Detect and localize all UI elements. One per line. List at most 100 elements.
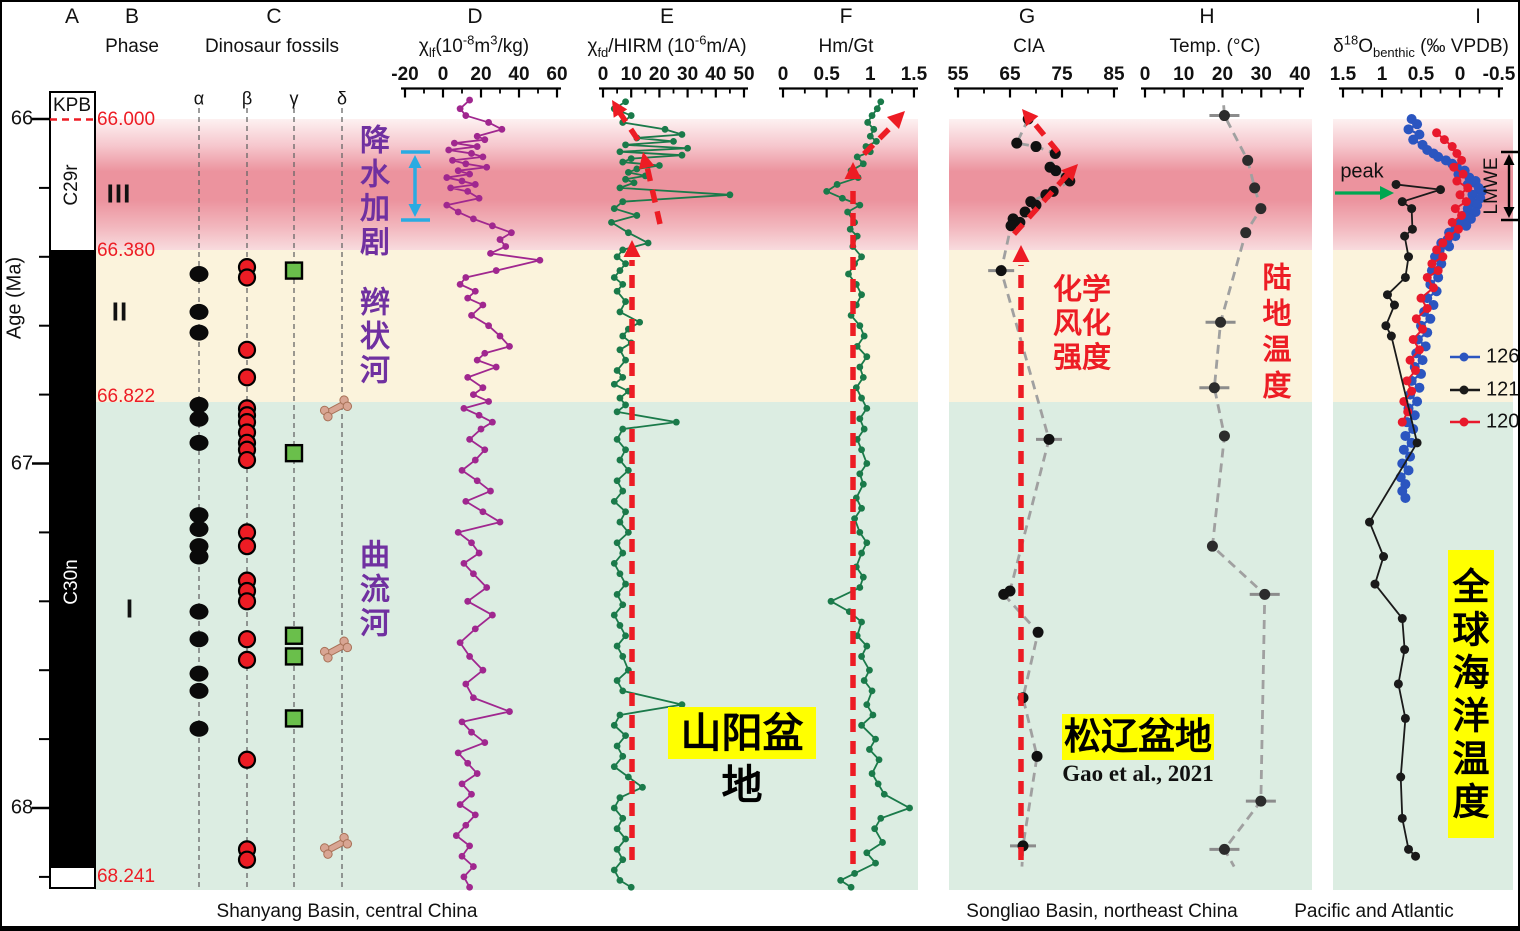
legend-label-1262: 1262 — [1486, 345, 1520, 368]
curve-chi-lf-point — [485, 322, 492, 330]
curve-chi-lf-point — [473, 477, 481, 485]
braided-river-label: 辫状河 — [355, 286, 388, 388]
curve-chifd-hirm-point — [613, 539, 621, 547]
curve-chifd-hirm-point — [610, 205, 618, 212]
d18o-1262-point — [1408, 134, 1419, 145]
c29r-label: C29r — [61, 164, 83, 206]
cia-dot — [998, 588, 1010, 600]
phase-header: Phase — [105, 36, 159, 58]
curve-hm-gt-point — [853, 153, 861, 161]
fossil-gamma-icon — [284, 443, 304, 463]
d18o-1209-point — [1408, 334, 1418, 344]
curve-chifd-hirm-point — [624, 229, 632, 237]
curve-hm-gt-point — [863, 404, 871, 412]
temp-dot — [1208, 382, 1220, 394]
curve-chifd-hirm-point — [610, 274, 618, 281]
precipitation-label: 降水加剧 — [355, 124, 388, 260]
curve-chifd-hirm-point — [633, 212, 641, 219]
d18o-1209-point — [1450, 204, 1460, 214]
curve-chifd-hirm-point — [616, 622, 624, 629]
panel-f-title: Hm/Gt — [818, 36, 874, 58]
d18o-1262-point — [1417, 355, 1428, 366]
age-axis-label: Age (Ma) — [3, 256, 26, 340]
curve-chi-lf-point — [483, 163, 491, 171]
curve-hm-gt-point — [856, 201, 864, 209]
caption-songliao: Songliao Basin, northeast China — [966, 901, 1238, 923]
curve-chifd-hirm-point — [624, 466, 632, 474]
curve-chi-lf-point — [466, 170, 473, 178]
axis-F-ticklabel: 0 — [778, 64, 789, 85]
d18o-1262-point — [1433, 272, 1444, 283]
curve-chi-lf-point — [536, 256, 544, 264]
age-tick-67: 67 — [10, 452, 34, 475]
d18o-1262-point — [1425, 313, 1436, 324]
red-age-68241: 68.241 — [96, 866, 156, 888]
d18o-1210b-point — [1389, 300, 1399, 310]
axis-H-ticklabel: 10 — [1173, 64, 1194, 85]
curve-chifd-hirm-point — [608, 218, 615, 226]
curve-hm-gt-point — [833, 181, 841, 188]
curve-chifd-hirm-point — [619, 752, 627, 760]
temp-dot — [1215, 316, 1227, 328]
fossil-gamma-icon — [284, 647, 304, 666]
band-phase2-songliao — [949, 250, 1312, 402]
panel-letter-e: E — [659, 4, 675, 28]
fossil-alpha-icon — [189, 434, 209, 451]
curve-chi-lf-point — [456, 280, 464, 288]
curve-chifd-hirm-point — [616, 148, 624, 156]
curve-chifd-hirm-point — [622, 632, 629, 640]
fossil-beta-icon — [237, 368, 257, 387]
fossil-bone-icon — [319, 395, 353, 422]
curve-hm-gt-point — [872, 735, 879, 743]
band-phase1-shanyang — [95, 402, 918, 890]
curve-hm-gt-point — [856, 363, 864, 371]
curve-chifd-hirm-point — [619, 601, 627, 609]
curve-chi-lf-point — [473, 770, 481, 777]
curve-chifd-hirm-point — [624, 773, 632, 781]
panel-letter-d: D — [467, 4, 483, 28]
d18o-1210b-point — [1404, 252, 1414, 262]
curve-chi-lf-point — [464, 759, 472, 767]
axis-D-ticklabel: 60 — [546, 64, 567, 85]
d18o-1210b-point — [1404, 844, 1414, 854]
curve-chifd-hirm-point — [678, 701, 686, 709]
curve-chi-lf-point — [462, 160, 470, 168]
curve-chifd-hirm-point — [619, 332, 627, 340]
d18o-1209-point — [1453, 224, 1463, 234]
curve-chi-lf-point — [454, 749, 462, 757]
d18o-1262-point — [1412, 119, 1423, 130]
fossil-beta-icon — [237, 630, 257, 649]
axis-I-ticklabel: 0 — [1455, 64, 1466, 85]
d18o-1209-point — [1432, 128, 1442, 138]
d18o-1209-point — [1455, 190, 1465, 200]
curve-hm-gt-point — [851, 870, 858, 877]
d18o-1209-point — [1444, 231, 1454, 241]
axis-H-ticklabel: 0 — [1140, 64, 1151, 85]
panel-e-title: χfd/HIRM (10-6m/A) — [587, 32, 747, 60]
d18o-1209-point — [1457, 155, 1467, 165]
d18o-1210b-point — [1397, 813, 1407, 823]
panel-letter-c: C — [266, 4, 282, 28]
curve-chi-lf-point — [489, 222, 496, 230]
curve-hm-gt-point — [856, 415, 864, 423]
curve-chi-lf-point — [487, 487, 494, 495]
d18o-1210b-point — [1391, 179, 1401, 189]
d18o-1210b-point — [1397, 197, 1407, 207]
curve-hm-gt-point — [827, 597, 835, 605]
curve-chi-lf-point — [454, 167, 462, 175]
d18o-1209-point — [1402, 376, 1412, 386]
axis-H-ticklabel: 30 — [1251, 64, 1272, 85]
curve-chi-lf-point — [471, 625, 479, 633]
d18o-1210b-point — [1407, 224, 1417, 234]
fossil-gamma-icon — [284, 709, 304, 728]
curve-chi-lf-point — [489, 418, 496, 426]
axis-E-ticklabel: 0 — [598, 64, 609, 85]
curve-hm-gt-point — [859, 160, 867, 168]
curve-chi-lf-point — [481, 136, 489, 144]
songliao-basin-label: 松辽盆地 — [1062, 714, 1214, 760]
curve-chi-lf-point — [477, 425, 485, 433]
curve-hm-gt-point — [844, 208, 852, 216]
curve-chi-lf-point — [481, 349, 489, 357]
curve-hm-gt-point — [846, 225, 854, 233]
gao-reference: Gao et al., 2021 — [1062, 760, 1214, 786]
